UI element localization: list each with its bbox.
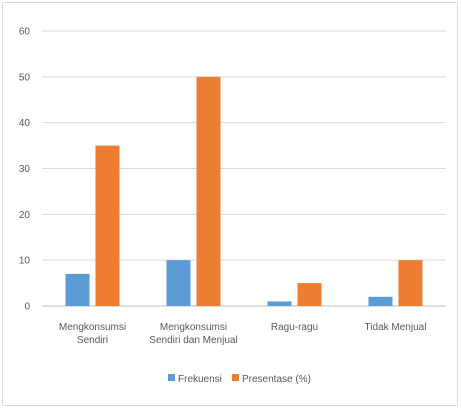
bar-presentase-0 — [95, 145, 120, 306]
bar-frekuensi-0 — [65, 273, 90, 306]
bars — [65, 76, 423, 306]
bar-frekuensi-3 — [368, 296, 393, 306]
legend-swatch-frekuensi — [168, 374, 175, 381]
bar-presentase-1 — [196, 76, 221, 306]
legend: Frekuensi Presentase (%) — [168, 374, 311, 385]
x-axis-labels: Mengkonsumsi Sendiri Mengkonsumsi Sendiri d… — [59, 322, 427, 346]
x-category-label: Tidak Menjual — [365, 322, 427, 333]
legend-swatch-presentase — [232, 374, 239, 381]
y-tick-label: 20 — [19, 210, 31, 221]
legend-label-presentase: Presentase (%) — [242, 374, 311, 385]
chart-frame — [2, 2, 458, 406]
y-tick-label: 50 — [19, 72, 31, 83]
y-tick-label: 0 — [24, 302, 30, 313]
bar-presentase-2 — [297, 283, 322, 306]
y-axis-ticks: 0 10 20 30 40 50 60 — [19, 27, 31, 313]
bar-frekuensi-2 — [267, 301, 292, 306]
y-tick-label: 40 — [19, 118, 31, 129]
y-tick-label: 60 — [19, 27, 31, 38]
legend-label-frekuensi: Frekuensi — [178, 374, 222, 385]
x-category-label: Ragu-ragu — [271, 322, 318, 333]
bar-presentase-3 — [398, 260, 423, 306]
x-category-label: Mengkonsumsi Sendiri — [59, 322, 126, 346]
bar-frekuensi-1 — [166, 260, 191, 306]
x-category-label: Mengkonsumsi Sendiri dan Menjual — [149, 322, 237, 346]
y-tick-label: 30 — [19, 164, 31, 175]
y-tick-label: 10 — [19, 256, 31, 267]
